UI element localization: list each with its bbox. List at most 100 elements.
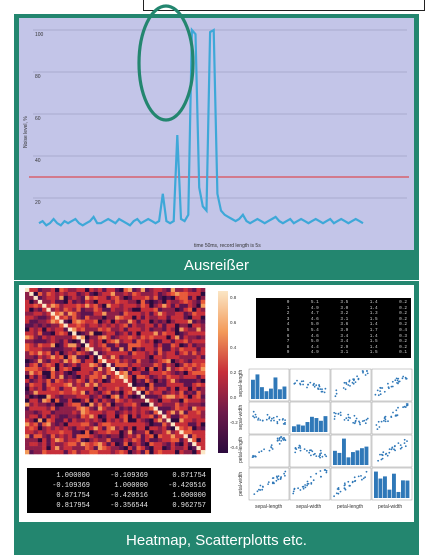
dataframe-cell: 3.4	[340, 333, 349, 339]
caption-outliers: Ausreißer	[183, 257, 250, 274]
dataframe-cell: 1.7	[369, 327, 378, 333]
dataframe-cell: 5.0	[310, 339, 319, 345]
dataframe-cell: 1.5	[369, 350, 378, 356]
correlation-cell: 0.871754	[172, 472, 206, 480]
scatter-row-label: petal-length	[238, 437, 244, 463]
noise-series-line	[38, 27, 364, 227]
scatter-col-label: petal-length	[337, 504, 363, 510]
scatter-cell	[289, 368, 331, 402]
dataframe-cell: 0.1	[399, 350, 408, 356]
dataframe-cell: 0.2	[399, 344, 408, 350]
scatter-cell	[330, 368, 372, 402]
dataframe-cell: 1.4	[369, 305, 378, 311]
colorbar-tick-label: -0.2	[230, 420, 238, 425]
correlation-cell: 1.000000	[172, 492, 206, 500]
dataframe-cell: 4.6	[310, 333, 319, 339]
dataframe-row: 9 4.9 3.1 1.5 0.1	[260, 350, 407, 356]
dataframe-cell: 5.1	[310, 300, 319, 305]
scatter-row-label: sepal-length	[238, 370, 244, 397]
dataframe-cell: 5.0	[310, 322, 319, 328]
dataframe-cell: 1.5	[369, 339, 378, 345]
analysis-collage: 0.8 0.6 0.4 0.2 0.0 -0.2 -0.4 1.000000 -0.10936…	[19, 285, 414, 522]
dataframe-cell: 4.6	[310, 316, 319, 322]
colorbar-tick-label: 0.4	[230, 345, 237, 350]
correlation-row: 0.817954 -0.356544 0.962757	[32, 501, 206, 511]
dataframe-cell: 9	[286, 350, 290, 356]
scatter-col-label: sepal-width	[296, 504, 322, 510]
correlation-heatmap	[25, 288, 206, 455]
highlight-ellipse	[137, 4, 195, 122]
correlation-row: 1.000000 -0.109369 0.871754	[32, 471, 206, 481]
dataframe-cell: 1.3	[369, 311, 378, 317]
correlation-cell: 0.817954	[56, 502, 90, 510]
scatter-row-label: petal-width	[238, 472, 244, 496]
scatter-cell	[330, 434, 372, 468]
scatter-cell	[371, 368, 413, 402]
y-axis-label: Noise level, %	[23, 116, 29, 148]
dataframe-cell: 4	[286, 322, 290, 328]
scatter-cell	[371, 467, 413, 501]
correlation-cell: -0.420516	[168, 482, 206, 490]
dataframe-cell: 4.9	[310, 350, 319, 356]
scatter-cell	[371, 401, 413, 435]
dataframe-cell: 7	[286, 339, 290, 345]
dataframe-cell: 2.9	[340, 344, 349, 350]
scatter-cell	[248, 368, 290, 402]
dataframe-row: 4 5.0 3.6 1.4 0.2	[260, 322, 407, 328]
heatmap-slide: 0.8 0.6 0.4 0.2 0.0 -0.2 -0.4 1.000000 -0.10936…	[14, 281, 419, 555]
colorbar-tick-label: 0.0	[230, 395, 237, 400]
dataframe-cell: 4.9	[310, 305, 319, 311]
scatter-cell	[248, 434, 290, 468]
caption-heatmap: Heatmap, Scatterplotts etc.	[126, 532, 307, 549]
dataframe-cell: 0.2	[399, 311, 408, 317]
correlation-cell: 0.871754	[56, 492, 90, 500]
dataframe-cell: 0.2	[399, 339, 408, 345]
dataframe-cell: 3.5	[340, 300, 349, 305]
x-axis-label: time 50ms, record length is 5s	[194, 243, 261, 249]
dataframe-row: 5 5.4 3.9 1.7 0.4	[260, 328, 407, 334]
dataframe-cell: 0	[286, 300, 290, 305]
correlation-cell: 1.000000	[56, 472, 90, 480]
dataframe-cell: 0.2	[399, 300, 408, 305]
dataframe-cell: 3.4	[340, 339, 349, 345]
outlier-slide: 100 80 60 40 20 Noise level, % time 50ms, re…	[14, 14, 419, 280]
heatmap-cells	[25, 288, 206, 455]
dataframe-cell: 1	[286, 305, 290, 311]
y-tick-label: 60	[35, 116, 41, 122]
scatter-cell	[330, 467, 372, 501]
dataframe-cell: 3.6	[340, 322, 349, 328]
y-tick-label: 80	[35, 74, 41, 80]
scatter-cell	[289, 467, 331, 501]
correlation-cell: 0.962757	[172, 502, 206, 510]
colorbar-tick-label: 0.2	[230, 370, 237, 375]
dataframe-cell: 1.4	[369, 300, 378, 305]
scatter-cell	[289, 401, 331, 435]
correlation-row: 0.871754 -0.420516 1.000000	[32, 491, 206, 501]
dataframe-cell: 0.2	[399, 322, 408, 328]
heatmap-colorbar	[218, 291, 228, 453]
dataframe-row: 6 4.6 3.4 1.4 0.3	[260, 334, 407, 340]
dataframe-cell: 1.4	[369, 344, 378, 350]
scatter-cell	[371, 434, 413, 468]
correlation-cell: -0.109369	[52, 482, 90, 490]
scatter-cell	[289, 434, 331, 468]
dataframe-preview: 0 5.1 3.5 1.4 0.2 1 4.9 3.0 1.4 0.2 2 4.7 3.2 1.3 0.2 3…	[256, 298, 411, 358]
dataframe-cell: 5	[286, 327, 290, 333]
dataframe-cell: 1.5	[369, 316, 378, 322]
y-tick-label: 40	[35, 158, 41, 164]
correlation-cell: -0.420516	[110, 492, 148, 500]
dataframe-cell: 0.2	[399, 305, 408, 311]
colorbar-tick-label: 0.6	[230, 320, 237, 325]
dataframe-row: 0 5.1 3.5 1.4 0.2	[260, 300, 407, 306]
dataframe-cell: 5.4	[310, 327, 319, 333]
dataframe-cell: 3.2	[340, 311, 349, 317]
dataframe-cell: 0.3	[399, 333, 408, 339]
scatter-col-label: petal-width	[378, 504, 402, 510]
colorbar-tick-label: 0.8	[230, 295, 237, 300]
dataframe-row: 8 4.4 2.9 1.4 0.2	[260, 345, 407, 351]
dataframe-cell: 3.9	[340, 327, 349, 333]
dataframe-cell: 0.4	[399, 327, 408, 333]
dataframe-cell: 4.4	[310, 344, 319, 350]
dataframe-cell: 0.2	[399, 316, 408, 322]
correlation-table: 1.000000 -0.109369 0.871754 -0.109369 1.0000…	[27, 468, 211, 513]
